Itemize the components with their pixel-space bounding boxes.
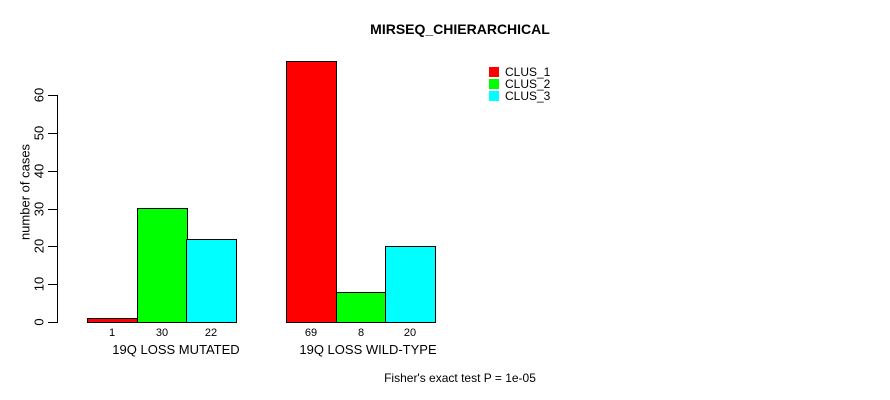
bar-value-label: 22 [204, 327, 218, 339]
bar-clus-3 [186, 239, 237, 323]
y-axis-tick [48, 284, 57, 285]
y-tick-label: 10 [31, 276, 47, 292]
legend-label: CLUS_1 [505, 65, 551, 79]
bar-clus-1 [286, 61, 337, 323]
bar-clus-2 [137, 208, 188, 323]
legend-label: CLUS_2 [505, 77, 551, 91]
legend-swatch-clus_3 [489, 91, 499, 101]
bar-value-label: 20 [403, 327, 417, 339]
y-tick-label: 0 [31, 318, 47, 326]
y-tick-label: 40 [31, 163, 47, 179]
legend-item: CLUS_2 [489, 78, 550, 90]
bar-value-label: 8 [357, 327, 365, 339]
y-axis-line [57, 95, 58, 323]
y-tick-label: 20 [31, 238, 47, 254]
y-tick-label: 60 [31, 87, 47, 103]
annotation-fisher-test: Fisher's exact test P = 1e-05 [384, 371, 536, 385]
legend-item: CLUS_1 [489, 66, 550, 78]
bar-clus-3 [385, 246, 436, 323]
legend-label: CLUS_3 [505, 89, 551, 103]
bar-clus-1 [87, 318, 138, 323]
bar-clus-2 [336, 292, 387, 323]
y-axis-title: number of cases [17, 143, 33, 241]
bar-value-label: 30 [155, 327, 169, 339]
y-axis-tick [48, 322, 57, 323]
bar-value-label: 69 [304, 327, 318, 339]
y-axis-tick [48, 171, 57, 172]
y-tick-label: 50 [31, 125, 47, 141]
bar-value-label: 1 [108, 327, 116, 339]
y-axis-tick [48, 133, 57, 134]
legend-swatch-clus_1 [489, 67, 499, 77]
legend-item: CLUS_3 [489, 90, 550, 102]
chart-title: MIRSEQ_CHIERARCHICAL [370, 21, 550, 37]
y-tick-label: 30 [31, 201, 47, 217]
legend-swatch-clus_2 [489, 79, 499, 89]
x-category-label: 19Q LOSS MUTATED [112, 342, 240, 357]
x-category-label: 19Q LOSS WILD-TYPE [299, 342, 437, 357]
y-axis-tick [48, 95, 57, 96]
legend: CLUS_1 CLUS_2 CLUS_3 [489, 66, 550, 102]
y-axis-tick [48, 246, 57, 247]
y-axis-tick [48, 209, 57, 210]
